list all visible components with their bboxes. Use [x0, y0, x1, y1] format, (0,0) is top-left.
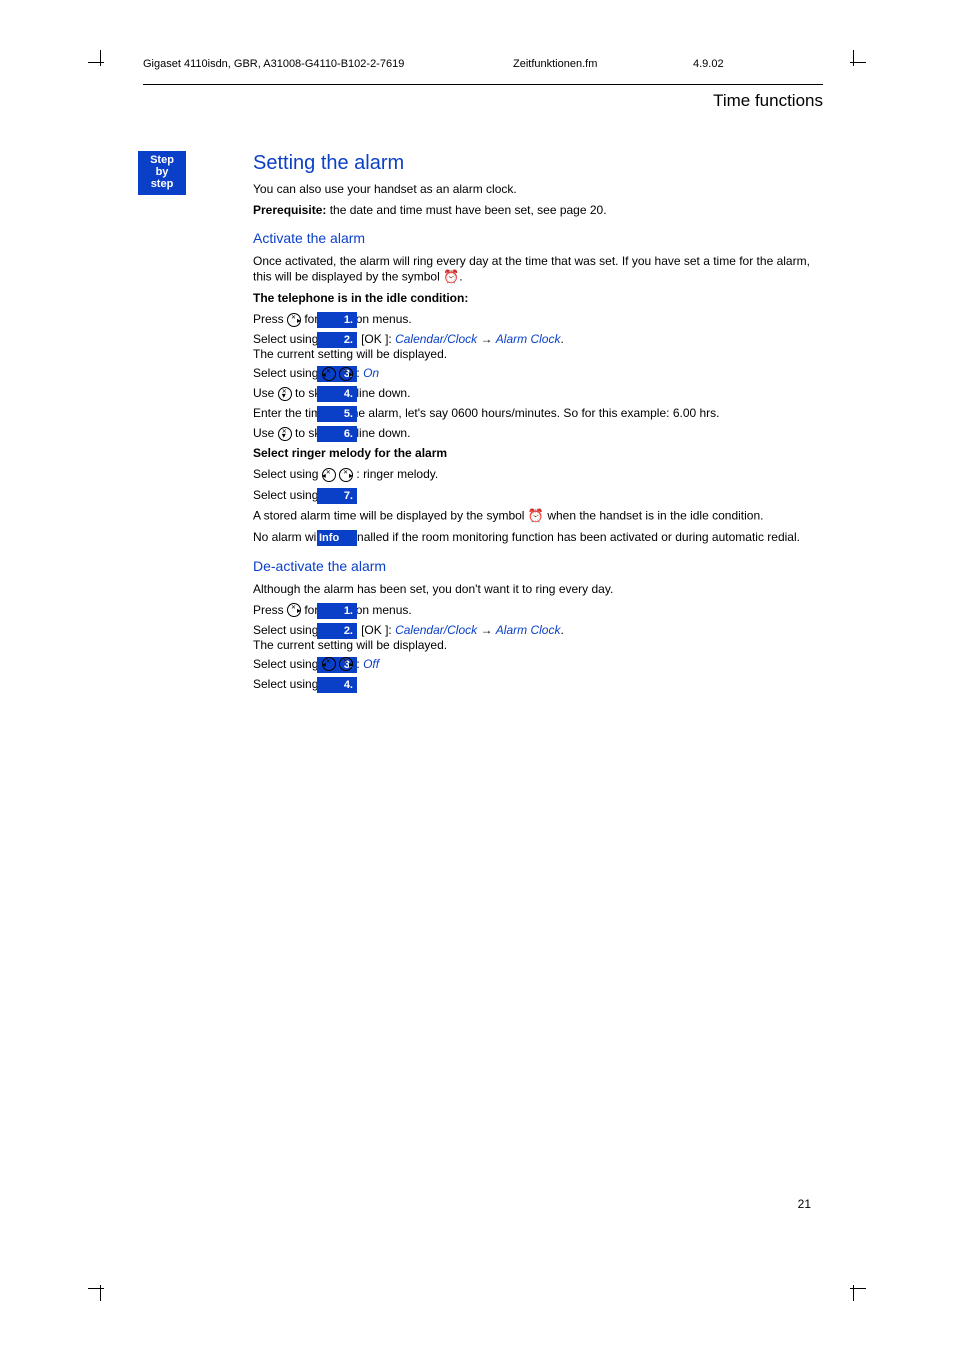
d2-pre: Select using [: [253, 623, 325, 637]
page: Gigaset 4110isdn, GBR, A31008-G4110-B102…: [143, 58, 823, 697]
s3-pre: Select using: [253, 366, 322, 380]
crop-mark: [100, 1285, 101, 1301]
heading-setting-alarm: Setting the alarm: [253, 151, 818, 176]
d3-val: Off: [363, 657, 379, 671]
nav-left-icon: [322, 468, 336, 482]
nav-down-icon: [278, 427, 292, 441]
s4-pre: Use: [253, 386, 278, 400]
intro-2: Prerequisite: the date and time must hav…: [253, 203, 818, 218]
dbadge-4: 4.: [317, 677, 357, 693]
header-left: Gigaset 4110isdn, GBR, A31008-G4110-B102…: [143, 58, 513, 70]
s3-val: On: [363, 366, 379, 380]
crop-mark: [853, 50, 854, 66]
step-l2: by: [138, 166, 186, 178]
idle-condition-label: The telephone is in the idle condition:: [253, 291, 818, 306]
nav-down-icon: [278, 387, 292, 401]
nav-right-icon: [339, 367, 353, 381]
alarm-icon: ⏰: [528, 508, 544, 524]
s2-sub: The current setting will be displayed.: [253, 347, 447, 361]
step-1: 1. Press for selection menus.: [253, 312, 818, 328]
press-label: Press: [253, 603, 287, 617]
d2-link1: Calendar/Clock: [395, 623, 477, 637]
d4-pre: Select using:: [253, 677, 325, 691]
badge-2: 2.: [317, 332, 357, 348]
heading-activate: Activate the alarm: [253, 230, 818, 248]
badge-1: 1.: [317, 312, 357, 328]
step-7: 7. Select using: Save.: [253, 488, 818, 504]
crop-mark: [853, 1285, 854, 1301]
header-right: 4.9.02: [693, 58, 724, 70]
ringer-line: Select using : ringer melody.: [253, 467, 818, 482]
info-badge: Info: [317, 530, 357, 546]
prereq-label: Prerequisite:: [253, 203, 326, 217]
section-title: Time functions: [143, 91, 823, 111]
header-mid: Zeitfunktionen.fm: [513, 58, 693, 70]
s7-pre: Select using:: [253, 488, 325, 502]
d3-pre: Select using: [253, 657, 322, 671]
ringer-post: : ringer melody.: [353, 467, 438, 481]
page-number: 21: [798, 1197, 811, 1211]
heading-deactivate: De-activate the alarm: [253, 558, 818, 576]
dbadge-2: 2.: [317, 623, 357, 639]
s2-arrow2: →: [477, 332, 496, 346]
press-label: Press: [253, 312, 287, 326]
d2-arrow2: →: [477, 623, 496, 637]
activate-text-a: Once activated, the alarm will ring ever…: [253, 254, 810, 283]
s2-post: .: [560, 332, 563, 346]
prereq-text: the date and time must have been set, se…: [326, 203, 606, 217]
activate-para: Once activated, the alarm will ring ever…: [253, 254, 818, 285]
dstep-3: 3. Select using : Off: [253, 657, 818, 673]
d2-post: .: [560, 623, 563, 637]
body: Setting the alarm You can also use your …: [253, 151, 818, 693]
nav-right-icon: [287, 313, 301, 327]
step-l1: Step: [138, 154, 186, 166]
step-3: 3. Select using : On: [253, 366, 818, 382]
crop-mark: [88, 62, 104, 63]
stored-para: A stored alarm time will be displayed by…: [253, 508, 818, 524]
step-2: 2. Select using [↓] and [OK ]: Calendar/…: [253, 332, 818, 362]
badge-4: 4.: [317, 386, 357, 402]
s2-pre: Select using [: [253, 332, 325, 346]
badge-5: 5.: [317, 406, 357, 422]
nav-right-icon: [339, 468, 353, 482]
step-5: 5. Enter the time for the alarm, let's s…: [253, 406, 818, 422]
dstep-2: 2. Select using [↓] and [OK ]: Calendar/…: [253, 623, 818, 653]
deactivate-para: Although the alarm has been set, you don…: [253, 582, 818, 597]
step-by-step-box: Step by step: [138, 151, 186, 195]
step-4: 4. Use to skip one line down.: [253, 386, 818, 402]
d2-link2: Alarm Clock: [496, 623, 561, 637]
s6-pre: Use: [253, 426, 278, 440]
stored-a: A stored alarm time will be displayed by…: [253, 508, 528, 522]
crop-mark: [100, 50, 101, 66]
dbadge-1: 1.: [317, 603, 357, 619]
header-row: Gigaset 4110isdn, GBR, A31008-G4110-B102…: [143, 58, 823, 70]
nav-left-icon: [322, 367, 336, 381]
s2-link2: Alarm Clock: [496, 332, 561, 346]
ringer-pre: Select using: [253, 467, 322, 481]
nav-right-icon: [339, 657, 353, 671]
activate-text-b: .: [459, 269, 462, 283]
s2-link1: Calendar/Clock: [395, 332, 477, 346]
intro-1: You can also use your handset as an alar…: [253, 182, 818, 197]
badge-6: 6.: [317, 426, 357, 442]
stored-b: when the handset is in the idle conditio…: [544, 508, 763, 522]
header-rule: [143, 84, 823, 85]
alarm-icon: ⏰: [443, 269, 459, 285]
info-row: Info No alarm will be signalled if the r…: [253, 530, 818, 546]
badge-7: 7.: [317, 488, 357, 504]
step-6: 6. Use to skip one line down.: [253, 426, 818, 442]
dstep-1: 1. Press for selection menus.: [253, 603, 818, 619]
content: Step by step Setting the alarm You can a…: [143, 151, 823, 693]
nav-right-icon: [287, 603, 301, 617]
nav-left-icon: [322, 657, 336, 671]
step-l3: step: [138, 178, 186, 190]
crop-mark: [88, 1288, 104, 1289]
d2-sub: The current setting will be displayed.: [253, 638, 447, 652]
ringer-bold: Select ringer melody for the alarm: [253, 446, 818, 461]
dstep-4: 4. Select using: Save.: [253, 677, 818, 693]
